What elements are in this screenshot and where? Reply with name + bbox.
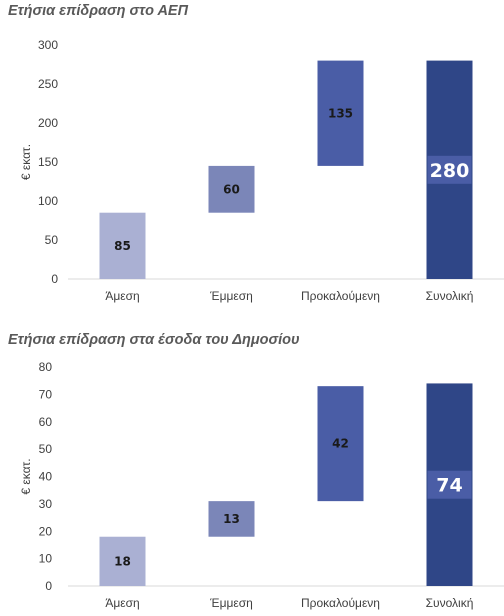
y-axis-label: € εκατ. <box>19 144 33 180</box>
chart-title: Ετήσια επίδραση στο ΑΕΠ <box>8 3 188 19</box>
y-tick-label: 150 <box>38 155 58 169</box>
category-label: Έμμεση <box>209 596 253 610</box>
bar <box>208 165 255 213</box>
y-tick-label: 200 <box>38 116 58 130</box>
gdp-impact-chart: Ετήσια επίδραση στο ΑΕΠ € εκατ. 0 50 100 150… <box>8 3 504 303</box>
y-tick-label: 50 <box>39 442 53 456</box>
data-label-box <box>427 155 472 184</box>
category-label: Συνολική <box>426 596 474 610</box>
bar <box>208 501 255 537</box>
revenue-impact-chart: Ετήσια επίδραση στα έσοδα του Δημοσίου €… <box>0 310 504 616</box>
data-label: 18 <box>114 554 131 568</box>
y-tick-label: 20 <box>39 524 53 538</box>
y-axis-label: € εκατ. <box>19 458 33 494</box>
category-label: Προκαλούμενη <box>301 596 380 610</box>
data-label: 60 <box>223 182 240 196</box>
category-label: Προκαλούμενη <box>301 289 380 303</box>
bar <box>99 536 146 586</box>
y-tick-label: 80 <box>39 360 53 374</box>
y-tick-label: 30 <box>39 497 53 511</box>
gdp-impact-plot: € εκατ. 0 50 100 150 200 250 300 85 Άμεση 60 Έμμεση… <box>19 38 504 303</box>
y-tick-label: 60 <box>39 415 53 429</box>
y-tick-label: 300 <box>38 38 58 52</box>
chart-title: Ετήσια επίδραση στα έσοδα του Δημοσίου <box>8 332 300 348</box>
data-label: 42 <box>332 437 349 451</box>
data-label: 13 <box>223 512 240 526</box>
category-label: Άμεση <box>105 596 139 610</box>
category-label: Έμμεση <box>209 289 253 303</box>
y-tick-label: 50 <box>45 233 59 247</box>
y-tick-label: 100 <box>38 194 58 208</box>
data-label: 85 <box>114 239 131 253</box>
data-label-box <box>427 470 472 499</box>
category-label: Συνολική <box>426 289 474 303</box>
bar <box>317 386 364 502</box>
revenue-impact-plot: € εκατ. 0 10 20 30 40 50 60 70 80 18 Άμεση 13 Έμμεση 4… <box>19 360 504 610</box>
data-label: 280 <box>430 160 470 182</box>
y-tick-label: 250 <box>38 77 58 91</box>
category-label: Άμεση <box>105 289 139 303</box>
data-label: 135 <box>328 106 353 120</box>
y-tick-label: 0 <box>51 272 58 286</box>
data-label: 74 <box>436 475 462 497</box>
y-tick-label: 0 <box>45 579 52 593</box>
bar <box>317 60 364 166</box>
y-tick-label: 40 <box>39 470 53 484</box>
bar <box>99 212 146 279</box>
y-tick-label: 10 <box>39 552 53 566</box>
y-tick-label: 70 <box>39 387 53 401</box>
